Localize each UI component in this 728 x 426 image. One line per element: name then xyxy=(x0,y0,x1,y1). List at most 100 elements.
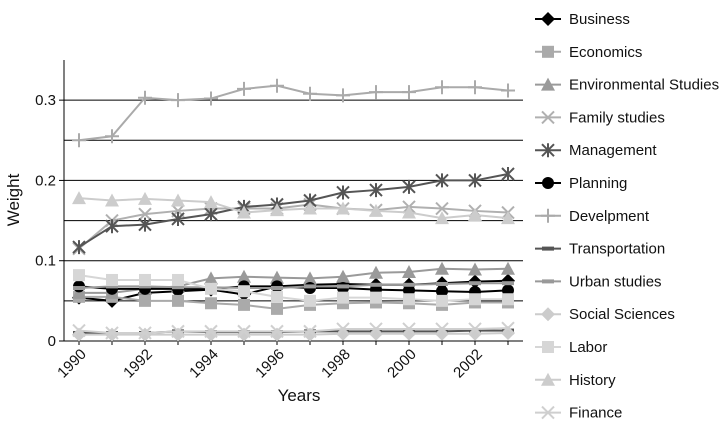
data-point-management xyxy=(336,185,350,200)
data-point-labor xyxy=(304,294,316,307)
data-point-history xyxy=(435,211,449,225)
data-point-develpment xyxy=(501,83,515,98)
data-point-social-sciences xyxy=(402,326,416,341)
data-point-environmental-studies xyxy=(204,271,218,285)
data-point-history xyxy=(105,193,119,207)
data-point-urban-studies xyxy=(403,282,415,287)
data-point-environmental-studies xyxy=(402,264,416,278)
legend-marker xyxy=(541,143,555,158)
legend-marker xyxy=(541,307,555,322)
x-tick-label: 1994 xyxy=(186,346,222,382)
legend-item-finance: Finance xyxy=(535,405,622,422)
legend-item-develpment: Develpment xyxy=(535,208,650,225)
data-point-develpment xyxy=(402,85,416,100)
legend-label: Urban studies xyxy=(569,273,662,290)
data-point-finance xyxy=(171,324,185,339)
legend-label: Finance xyxy=(569,405,622,421)
data-point-labor xyxy=(73,269,85,282)
data-point-urban-studies xyxy=(370,282,382,287)
data-point-environmental-studies xyxy=(303,271,317,285)
legend-item-family-studies: Family studies xyxy=(535,109,665,126)
data-point-develpment xyxy=(369,85,383,100)
data-point-finance xyxy=(303,324,317,339)
data-point-social-sciences xyxy=(138,327,152,342)
legend-item-transportation: Transportation xyxy=(535,241,665,258)
data-point-urban-studies xyxy=(502,281,514,286)
data-point-economics xyxy=(172,294,184,307)
data-point-history xyxy=(237,205,251,219)
data-point-labor xyxy=(139,273,151,286)
legend-label: Business xyxy=(569,11,630,28)
data-point-management xyxy=(402,179,416,194)
y-axis-title: Weight xyxy=(4,173,23,226)
data-point-management xyxy=(204,207,218,222)
legend-item-business: Business xyxy=(535,11,630,28)
data-point-urban-studies xyxy=(172,285,184,290)
x-tick-label: 1998 xyxy=(318,346,354,382)
legend-label: Economics xyxy=(569,44,642,61)
data-point-develpment xyxy=(468,80,482,95)
legend-marker xyxy=(541,12,555,26)
data-point-labor xyxy=(370,291,382,304)
data-point-urban-studies xyxy=(73,286,85,291)
legend-label: Environmental Studies xyxy=(569,77,719,94)
series-social-sciences xyxy=(72,325,515,342)
data-point-urban-studies xyxy=(139,284,151,289)
legend-marker xyxy=(542,341,554,353)
data-point-environmental-studies xyxy=(270,270,284,284)
legend-label: Planning xyxy=(569,175,627,192)
data-point-develpment xyxy=(105,129,119,144)
data-point-history xyxy=(138,191,152,205)
legend-label: Transportation xyxy=(569,241,665,258)
data-point-environmental-studies xyxy=(435,261,449,275)
series-line-finance xyxy=(78,327,509,334)
x-tick-label: 1990 xyxy=(54,346,90,382)
data-point-develpment xyxy=(171,93,185,108)
data-point-labor xyxy=(172,273,184,286)
legend-label: Develpment xyxy=(569,208,650,225)
data-point-economics xyxy=(238,298,250,311)
data-point-finance xyxy=(468,322,482,336)
data-point-management xyxy=(369,183,383,198)
data-point-management xyxy=(501,167,515,182)
legend-marker xyxy=(541,110,555,125)
data-point-finance xyxy=(237,324,251,339)
data-point-labor xyxy=(436,294,448,307)
data-point-finance xyxy=(204,324,218,339)
legend-label: Social Sciences xyxy=(569,306,675,323)
series-urban-studies xyxy=(73,281,514,291)
data-point-finance xyxy=(501,321,515,335)
legend-marker xyxy=(542,246,554,251)
data-point-social-sciences xyxy=(501,325,515,340)
data-point-social-sciences xyxy=(369,326,383,341)
data-point-environmental-studies xyxy=(501,261,515,275)
legend-label: Management xyxy=(569,142,657,159)
series-labor xyxy=(73,269,514,307)
data-point-labor xyxy=(205,282,217,295)
x-tick-label: 1992 xyxy=(120,346,156,382)
data-point-environmental-studies xyxy=(336,269,350,283)
data-point-urban-studies xyxy=(304,284,316,289)
y-tick-label: 0.3 xyxy=(35,92,56,109)
data-point-labor xyxy=(271,290,283,303)
legend-marker xyxy=(541,405,555,420)
data-point-history xyxy=(72,191,86,205)
x-tick-label: 1996 xyxy=(252,346,288,382)
series-line-develpment xyxy=(78,84,509,142)
legend-item-social-sciences: Social Sciences xyxy=(535,306,675,323)
data-point-finance xyxy=(105,326,119,340)
data-point-environmental-studies xyxy=(468,262,482,276)
y-tick-label: 0 xyxy=(48,333,56,350)
legend-marker xyxy=(542,279,554,284)
data-point-develpment xyxy=(72,133,86,148)
legend-label: Family studies xyxy=(569,109,665,126)
series-line-family-studies xyxy=(78,203,509,250)
legend-item-management: Management xyxy=(535,142,657,159)
series-family-studies xyxy=(72,197,515,256)
x-tick-label: 2000 xyxy=(384,346,420,382)
data-point-management xyxy=(468,173,482,188)
data-point-develpment xyxy=(204,91,218,106)
series-finance xyxy=(72,321,515,340)
data-point-social-sciences xyxy=(204,327,218,342)
y-tick-label: 0.2 xyxy=(35,172,56,189)
